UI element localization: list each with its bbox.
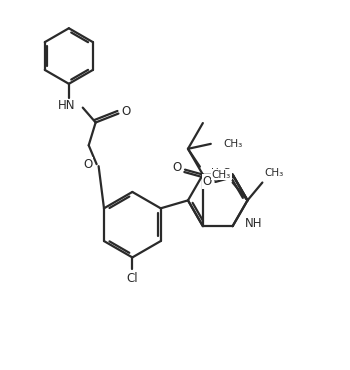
Text: HN: HN: [58, 99, 76, 112]
Text: NH: NH: [245, 217, 262, 230]
Text: O: O: [202, 175, 211, 188]
Text: H₃C: H₃C: [211, 168, 231, 178]
Text: O: O: [122, 105, 131, 118]
Text: CH₃: CH₃: [212, 169, 231, 179]
Text: Cl: Cl: [127, 272, 138, 285]
Text: O: O: [173, 161, 182, 174]
Text: CH₃: CH₃: [224, 139, 243, 149]
Text: O: O: [83, 158, 92, 171]
Text: CH₃: CH₃: [264, 168, 284, 178]
